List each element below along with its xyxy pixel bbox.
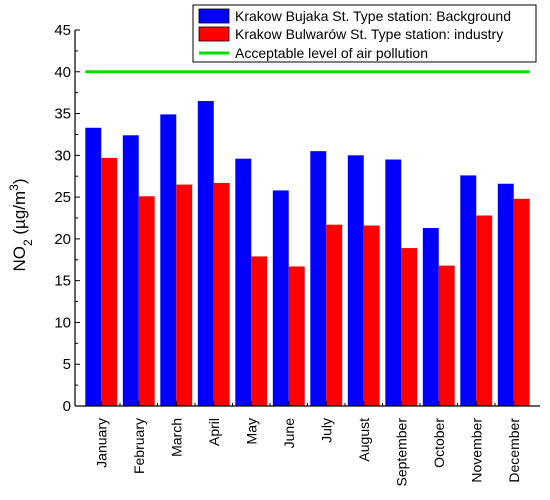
x-category-label: January <box>93 418 109 468</box>
bars-layer <box>85 101 530 407</box>
bar-series-0-march <box>160 114 177 406</box>
x-category-label: March <box>168 418 184 457</box>
legend: Krakow Bujaka St. Type station: Backgrou… <box>192 4 537 63</box>
bar-series-1-march <box>176 184 193 406</box>
bar-series-0-may <box>235 158 252 406</box>
y-tick-label: 10 <box>54 314 71 331</box>
bar-series-0-february <box>122 135 139 406</box>
x-category-label: September <box>393 418 409 487</box>
x-category-labels: January February March April May June July Augu… <box>93 418 522 487</box>
x-category-label: December <box>506 418 522 483</box>
bar-series-1-october <box>438 265 455 406</box>
bar-series-0-december <box>497 183 514 406</box>
bar-series-1-november <box>476 215 493 406</box>
bar-series-0-october <box>422 228 439 406</box>
y-tick-label: 45 <box>54 22 71 39</box>
bar-series-0-september <box>385 159 402 406</box>
y-tick-label: 15 <box>54 273 71 290</box>
y-tick-label: 30 <box>54 147 71 164</box>
x-category-label: June <box>281 418 297 449</box>
bar-series-1-april <box>213 182 230 406</box>
y-axis-title-unit-close: ) <box>10 178 29 184</box>
y-tick-label: 20 <box>54 231 71 248</box>
y-axis-title-sub: 2 <box>21 239 35 246</box>
bar-series-1-december <box>513 198 530 406</box>
bar-series-0-july <box>310 151 327 406</box>
legend-label-reference-line: Acceptable level of air pollution <box>235 45 428 61</box>
y-tick-labels: 0 5 10 15 20 25 30 35 40 45 <box>54 22 71 415</box>
bar-series-0-november <box>460 175 477 406</box>
bar-series-1-july <box>326 224 343 406</box>
x-category-label: August <box>356 418 372 462</box>
bar-series-0-august <box>347 155 364 406</box>
bar-series-1-september <box>401 248 418 406</box>
bar-series-1-january <box>101 157 118 406</box>
y-axis-title-base: NO <box>10 246 29 272</box>
bar-series-0-january <box>85 127 102 406</box>
y-axis-title-unit-open: (µg/m <box>10 191 29 240</box>
y-tick-label: 0 <box>63 398 71 415</box>
legend-label-series-1: Krakow Bulwarów St. Type station: indust… <box>235 26 503 42</box>
y-tick-label: 40 <box>54 64 71 81</box>
legend-label-series-0: Krakow Bujaka St. Type station: Backgrou… <box>235 8 511 24</box>
legend-swatch-series-1 <box>198 26 230 42</box>
bar-series-1-june <box>288 266 305 406</box>
y-axis-title: NO2 (µg/m3) <box>7 178 35 271</box>
bar-series-1-february <box>138 196 155 406</box>
x-category-label: July <box>318 418 334 443</box>
legend-swatch-series-0 <box>198 8 230 24</box>
x-category-label: October <box>431 418 447 468</box>
x-category-label: April <box>206 418 222 446</box>
axes-layer <box>74 29 540 407</box>
bar-series-0-june <box>272 190 289 406</box>
y-axis-title-sup: 3 <box>7 184 21 191</box>
legend-box <box>192 4 537 63</box>
bar-series-1-may <box>251 256 268 406</box>
bar-series-0-april <box>197 101 214 407</box>
bar-series-1-august <box>363 225 380 406</box>
x-category-label: May <box>243 418 259 444</box>
y-tick-label: 25 <box>54 189 71 206</box>
y-tick-label: 5 <box>63 356 71 373</box>
x-category-label: February <box>131 418 147 474</box>
y-tick-label: 35 <box>54 106 71 123</box>
x-category-label: November <box>468 418 484 483</box>
